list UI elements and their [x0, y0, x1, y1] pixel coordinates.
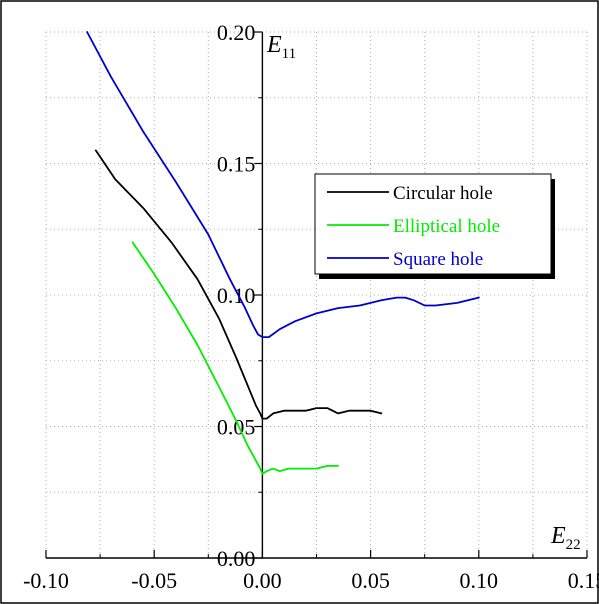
y-tick-label: 0.00: [217, 546, 256, 571]
legend: Circular hole Elliptical hole Square hole: [314, 173, 555, 279]
series-line-square-hole: [86, 31, 480, 339]
x-tick-label: 0.10: [460, 568, 499, 593]
x-axis-label: E22: [550, 523, 581, 553]
legend-label: Square hole: [393, 249, 483, 270]
y-tick-label: 0.20: [217, 20, 256, 45]
series-layer: [86, 31, 480, 475]
y-axis-label-sub: 11: [282, 46, 296, 62]
y-axis-label-base: E: [266, 32, 282, 58]
x-tick-label: 0.00: [243, 568, 282, 593]
series-line-elliptical-hole: [131, 241, 340, 475]
x-tick-label: -0.05: [131, 568, 177, 593]
x-tick-label: 0.05: [351, 568, 390, 593]
legend-label: Elliptical hole: [393, 216, 500, 237]
series-line-circular-hole: [94, 149, 383, 420]
x-axis-label-base: E: [550, 523, 566, 549]
y-axis-label: E11: [266, 32, 296, 62]
y-tick-label: 0.10: [217, 283, 256, 308]
x-axis-label-sub: 22: [566, 537, 581, 553]
y-tick-label: 0.05: [217, 415, 256, 440]
axes: [45, 31, 588, 559]
x-tick-label: 0.15: [568, 568, 599, 593]
legend-label: Circular hole: [393, 183, 493, 204]
y-tick-label: 0.15: [217, 152, 256, 177]
tick-labels: -0.10 -0.05 0.00 0.05 0.10 0.15 0.00 0.05 0.10 0.…: [23, 20, 599, 593]
x-tick-label: -0.10: [23, 568, 69, 593]
